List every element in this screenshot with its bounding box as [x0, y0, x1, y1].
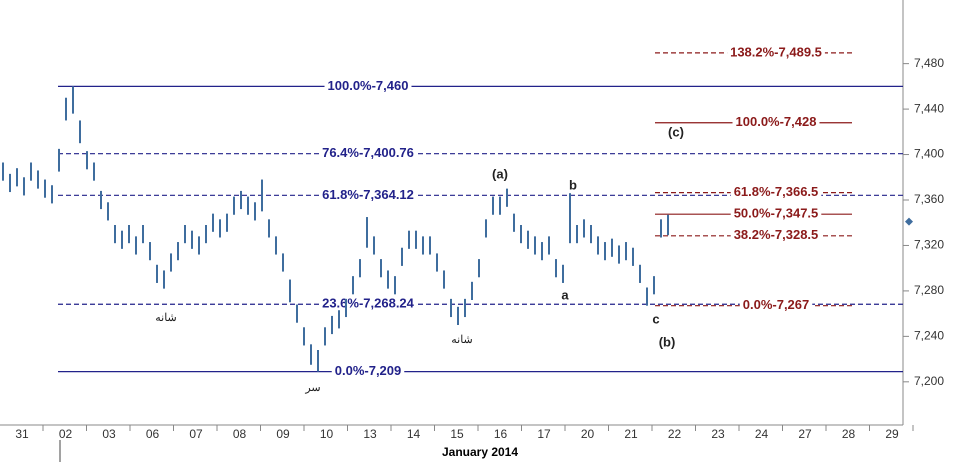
- x-tick-label: 02: [59, 427, 73, 441]
- x-tick-label: 24: [755, 427, 769, 441]
- wave-label: سر: [304, 382, 320, 394]
- label-bg: [739, 298, 813, 313]
- x-tick-label: 10: [320, 427, 334, 441]
- label-bg: [319, 146, 417, 161]
- fib-label: 61.8%-7,366.5: [734, 184, 819, 199]
- fib-label: 138.2%-7,489.5: [730, 44, 822, 59]
- x-tick-label: 31: [15, 427, 29, 441]
- x-tick-label: 07: [189, 427, 203, 441]
- label-bg: [319, 188, 417, 203]
- fib-label: 61.8%-7,364.12: [322, 187, 414, 202]
- x-tick-label: 28: [842, 427, 856, 441]
- last-price-marker: [905, 217, 913, 226]
- x-tick-label: 22: [668, 427, 682, 441]
- wave-label: شانه: [155, 312, 177, 324]
- wave-label: شانه: [451, 334, 473, 346]
- fib-label: 0.0%-7,267: [743, 297, 810, 312]
- y-tick-label: 7,240: [914, 329, 944, 343]
- label-bg: [730, 207, 822, 222]
- x-tick-label: 06: [146, 427, 160, 441]
- label-bg: [319, 297, 417, 312]
- y-tick-label: 7,200: [914, 374, 944, 388]
- y-tick-label: 7,440: [914, 101, 944, 115]
- x-tick-label: 21: [624, 427, 638, 441]
- y-tick-label: 7,280: [914, 283, 944, 297]
- x-tick-label: 17: [537, 427, 551, 441]
- x-tick-label: 13: [363, 427, 377, 441]
- x-tick-label: 23: [711, 427, 725, 441]
- x-tick-label: 14: [407, 427, 421, 441]
- y-tick-label: 7,360: [914, 192, 944, 206]
- y-tick-label: 7,320: [914, 238, 944, 252]
- wave-label: (a): [492, 166, 508, 181]
- fib-label: 76.4%-7,400.76: [322, 145, 414, 160]
- x-tick-label: 29: [885, 427, 899, 441]
- label-bg: [324, 79, 412, 94]
- label-bg: [732, 115, 820, 130]
- fib-label: 100.0%-7,460: [328, 78, 409, 93]
- wave-label: a: [561, 287, 569, 302]
- fib-label: 100.0%-7,428: [736, 114, 817, 129]
- fib-label: 0.0%-7,209: [335, 363, 402, 378]
- x-tick-label: 08: [233, 427, 247, 441]
- wave-label: (c): [668, 124, 684, 139]
- y-tick-label: 7,480: [914, 56, 944, 70]
- label-bg: [331, 364, 405, 379]
- y-tick-label: 7,400: [914, 147, 944, 161]
- x-tick-label: 16: [494, 427, 508, 441]
- x-tick-label: 20: [581, 427, 595, 441]
- x-axis-title: January 2014: [442, 445, 518, 459]
- x-tick-label: 03: [102, 427, 116, 441]
- fib-label: 23.6%-7,268.24: [322, 296, 415, 311]
- x-tick-label: 09: [276, 427, 290, 441]
- wave-label: b: [569, 177, 577, 192]
- wave-label: (b): [659, 334, 676, 349]
- x-tick-label: 15: [450, 427, 464, 441]
- label-bg: [730, 228, 822, 243]
- label-bg: [727, 45, 825, 60]
- x-tick-label: 27: [798, 427, 812, 441]
- label-bg: [730, 185, 822, 200]
- fib-label: 50.0%-7,347.5: [734, 206, 819, 221]
- fib-label: 38.2%-7,328.5: [734, 227, 819, 242]
- wave-label: c: [652, 311, 659, 326]
